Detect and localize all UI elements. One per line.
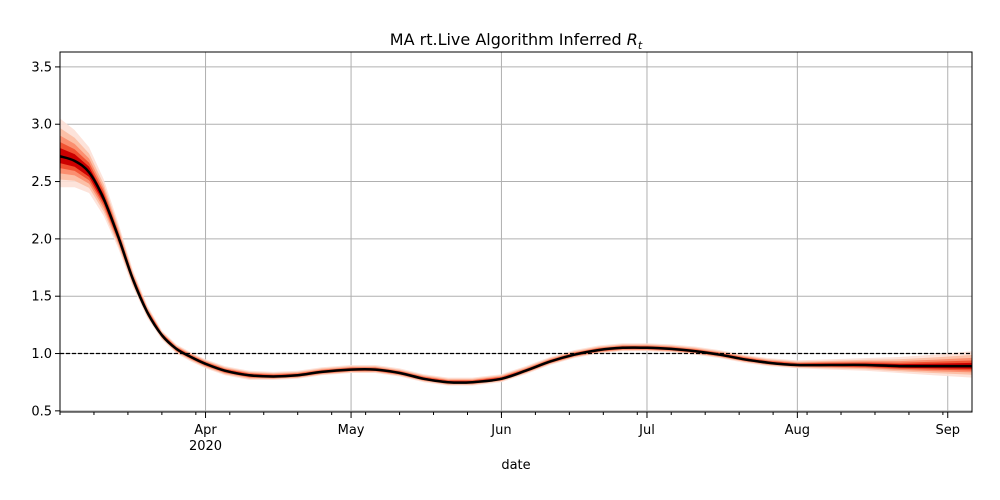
x-tick-label: Sep (935, 423, 960, 438)
x-tick-sublabel: 2020 (189, 439, 222, 454)
y-tick-label: 3.0 (31, 118, 52, 133)
median-line-layer (59, 155, 972, 384)
chart-title: MA rt.Live Algorithm Inferred Rt (390, 30, 643, 52)
y-tick-label: 2.0 (31, 232, 52, 247)
y-tick-label: 0.5 (31, 404, 52, 419)
y-axis-ticks: 0.5 1.0 1.5 2.0 2.5 3.0 3.5 (31, 60, 60, 419)
y-tick-label: 2.5 (31, 175, 52, 190)
x-tick-label: Apr (194, 423, 217, 438)
y-tick-label: 1.0 (31, 347, 52, 362)
credible-interval-bands (60, 118, 972, 386)
y-tick-label: 3.5 (31, 60, 52, 75)
x-tick-label: May (338, 423, 365, 438)
median-rt-line (59, 155, 972, 384)
credible-band (60, 118, 972, 386)
y-tick-label: 1.5 (31, 290, 52, 305)
x-axis-label: date (501, 458, 530, 473)
plot-frame (59, 51, 973, 413)
x-tick-label: Jul (638, 423, 655, 438)
x-tick-label: Jun (490, 423, 511, 438)
x-tick-label: Aug (785, 423, 810, 438)
